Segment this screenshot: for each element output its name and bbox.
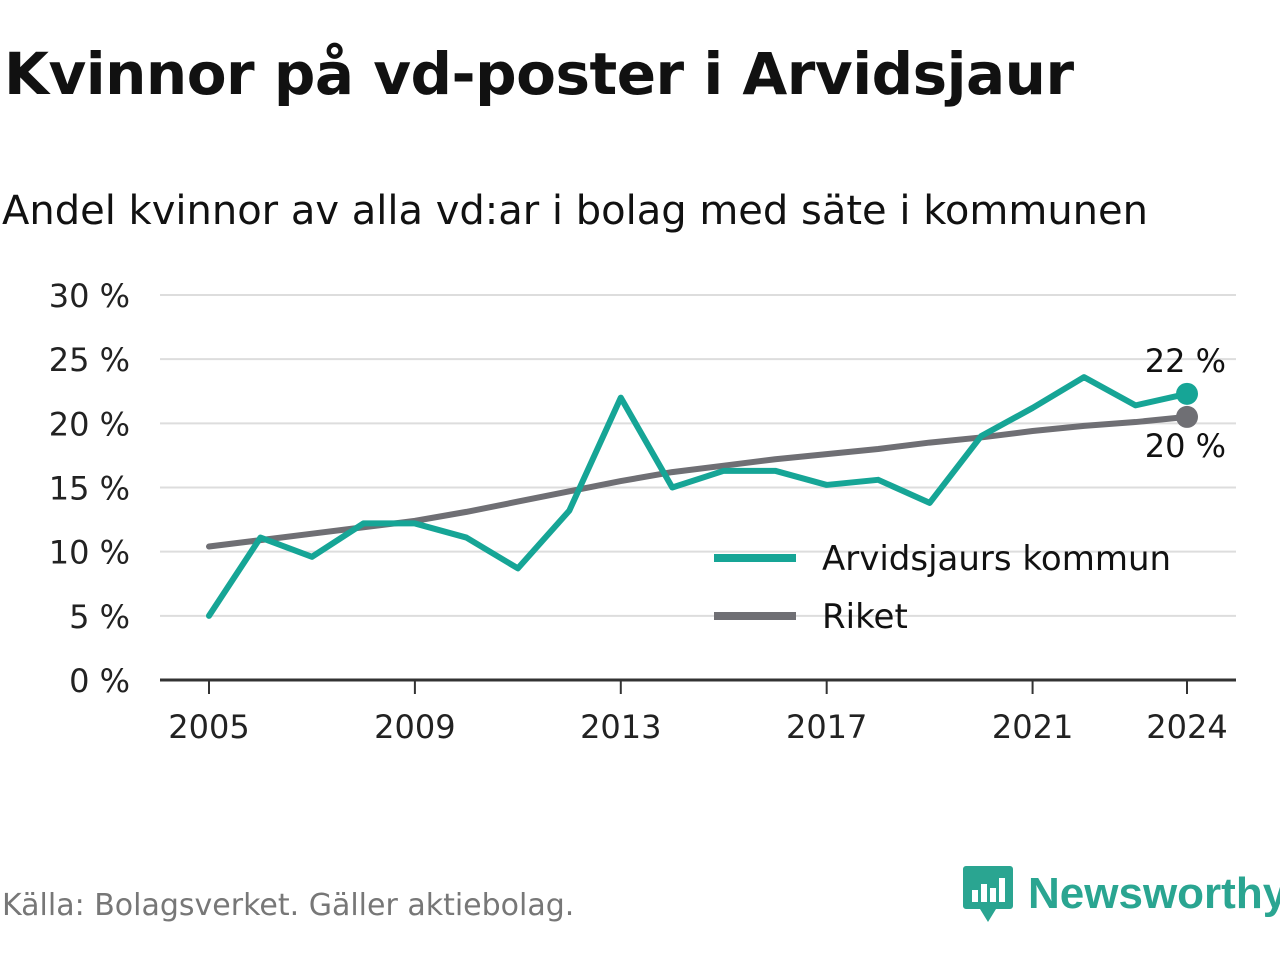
x-tick-label: 2013 <box>580 708 661 746</box>
x-tick-label: 2021 <box>992 708 1073 746</box>
end-label: 20 % <box>1145 427 1226 465</box>
end-label: 22 % <box>1145 342 1226 380</box>
legend: Arvidsjaurs kommun Riket <box>714 539 1171 637</box>
series-line-arvidsjaur <box>206 374 1190 619</box>
y-tick-label: 0 % <box>69 662 130 700</box>
grid-lines <box>160 294 1236 617</box>
y-tick-label: 30 % <box>49 277 130 315</box>
y-axis-ticks: 0 % 5 % 10 % 15 % 20 % 25 % 30 % <box>49 277 130 700</box>
chart-title: Kvinnor på vd-poster i Arvidsjaur <box>4 40 1074 108</box>
x-tick-label: 2009 <box>374 708 455 746</box>
y-tick-label: 5 % <box>69 598 130 636</box>
y-tick-label: 20 % <box>49 405 130 443</box>
chart-subtitle: Andel kvinnor av alla vd:ar i bolag med … <box>2 188 1148 234</box>
y-tick-label: 10 % <box>49 534 130 572</box>
x-tick-label: 2024 <box>1146 708 1227 746</box>
source-note: Källa: Bolagsverket. Gäller aktiebolag. <box>2 888 575 923</box>
y-tick-label: 15 % <box>49 470 130 508</box>
brand: Newsworthy <box>962 864 1280 924</box>
newsworthy-logo-icon <box>963 866 1013 922</box>
legend-label: Arvidsjaurs kommun <box>822 539 1171 579</box>
x-axis: 2005 2009 2013 2017 2021 2024 <box>160 678 1236 746</box>
end-point <box>1176 405 1198 428</box>
end-point <box>1176 382 1198 405</box>
brand-name: Newsworthy <box>1028 869 1280 918</box>
x-tick-label: 2017 <box>786 708 867 746</box>
y-tick-label: 25 % <box>49 341 130 379</box>
line-chart: 0 %5 %10 %15 %20 %25 %30 % 2005 2009 2013 2… <box>49 277 1236 746</box>
legend-label: Riket <box>822 597 908 637</box>
x-tick-label: 2005 <box>168 708 249 746</box>
series-lines: 20 % 22 % <box>206 342 1226 619</box>
